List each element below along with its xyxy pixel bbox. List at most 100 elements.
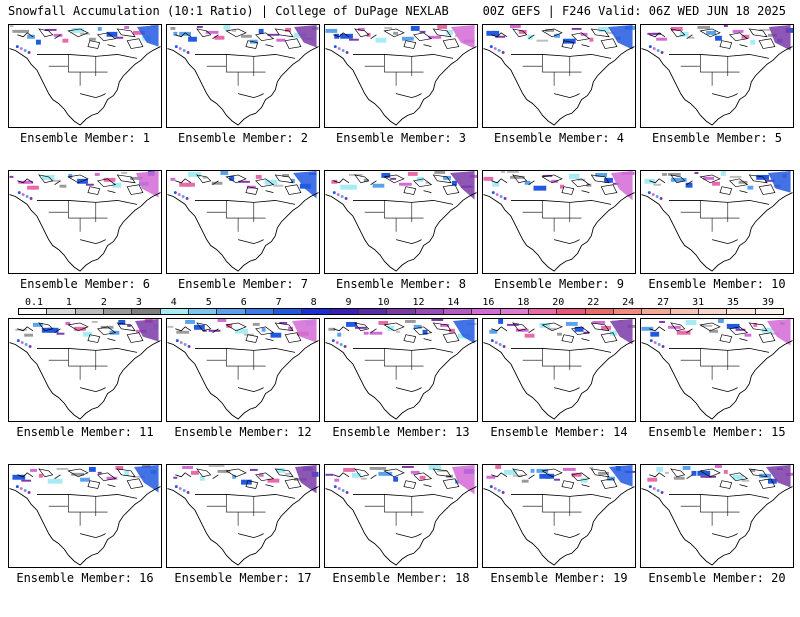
coastline <box>333 472 432 487</box>
snow-cell <box>360 477 367 480</box>
snow-cell <box>502 344 506 348</box>
map-frame <box>482 24 636 128</box>
member-label: Ensemble Member: 15 <box>648 425 786 439</box>
snow-cell <box>17 191 21 195</box>
island-outline <box>571 472 591 482</box>
snow-cell <box>697 25 711 29</box>
member-label: Ensemble Member: 13 <box>332 425 470 439</box>
snow-cell <box>33 185 39 190</box>
snow-cell <box>337 487 341 491</box>
colorbar-swatch <box>443 309 473 314</box>
snow-cell <box>694 171 699 174</box>
country-border <box>352 54 454 59</box>
snow-cell <box>449 328 455 333</box>
island-outline <box>97 472 117 482</box>
coastline <box>554 93 580 98</box>
island-outline <box>442 38 460 49</box>
snow-cell <box>369 331 383 335</box>
snow-cell <box>188 171 197 177</box>
island-outline <box>38 28 54 38</box>
island-outline <box>67 28 89 38</box>
island-outline <box>38 322 54 332</box>
snow-cell <box>518 29 527 34</box>
snow-cell <box>174 485 178 489</box>
ensemble-panel: Ensemble Member: 15 <box>640 318 798 471</box>
coastline <box>712 239 738 244</box>
snow-cell <box>238 180 250 183</box>
snow-cell <box>173 476 178 479</box>
colorbar-tick-label: 5 <box>205 297 212 308</box>
country-border <box>510 200 612 205</box>
snow-cell <box>345 50 349 54</box>
snow-cell <box>65 321 71 325</box>
island-outline <box>403 186 417 195</box>
snow-cell <box>676 330 687 335</box>
snow-cell <box>501 50 505 54</box>
snowfall-map <box>641 465 793 566</box>
snow-cell <box>29 196 33 200</box>
snow-cell <box>9 175 14 178</box>
snow-cell <box>670 177 683 182</box>
snow-cell <box>501 35 506 38</box>
colorbar-tick-label: 10 <box>377 297 390 308</box>
snow-cell <box>741 479 750 482</box>
snow-cell <box>715 465 722 468</box>
colorbar-swatch <box>273 309 303 314</box>
snow-cell <box>720 171 726 176</box>
snow-cell <box>539 473 551 479</box>
colorbar-swatch <box>132 309 161 314</box>
snow-cell <box>653 341 657 345</box>
coastline <box>175 472 274 487</box>
snow-cell <box>62 467 69 470</box>
member-label: Ensemble Member: 18 <box>332 571 470 585</box>
island-outline <box>225 468 247 478</box>
snow-cell <box>499 195 503 198</box>
island-outline <box>354 468 370 478</box>
snowfall-map <box>9 171 161 272</box>
snowfall-map <box>483 319 635 420</box>
coastline <box>491 32 590 47</box>
snow-cell <box>41 174 55 180</box>
snow-cell <box>264 179 278 185</box>
snow-cell <box>363 178 369 182</box>
country-border <box>510 494 612 499</box>
snow-cell <box>652 47 656 51</box>
island-outline <box>512 468 528 478</box>
coastline <box>9 486 161 566</box>
snow-cell <box>539 322 551 328</box>
island-outline <box>758 332 776 343</box>
colorbar-swatch <box>103 309 133 314</box>
colorbar-swatch <box>75 309 104 314</box>
snow-cell <box>660 50 664 54</box>
snow-cell <box>74 326 86 331</box>
coastline <box>238 533 264 538</box>
island-outline <box>354 174 370 184</box>
ensemble-panel: Ensemble Member: 13 <box>324 318 482 471</box>
snow-cell <box>214 35 225 40</box>
snow-cell <box>607 31 615 34</box>
snow-cell <box>650 331 660 337</box>
snow-cell <box>486 475 496 479</box>
island-outline <box>274 468 294 478</box>
coastline <box>554 533 580 538</box>
snow-cell <box>336 193 340 197</box>
coastline <box>396 387 422 392</box>
island-outline <box>719 480 733 489</box>
snow-cell <box>115 465 124 470</box>
snow-cell <box>106 476 118 480</box>
snowfall-map <box>325 465 477 566</box>
ensemble-panel: Ensemble Member: 9 <box>482 170 640 323</box>
island-outline <box>413 326 433 336</box>
snow-cell <box>94 172 100 176</box>
snow-cell <box>533 185 547 191</box>
snow-cell <box>340 184 353 190</box>
snow-cell <box>41 327 55 333</box>
snow-cell <box>612 182 619 185</box>
snow-cell <box>425 181 430 184</box>
snow-cell <box>723 469 728 474</box>
snowfall-map <box>325 25 477 126</box>
snow-cell <box>495 193 499 197</box>
island-outline <box>403 480 417 489</box>
snow-cell <box>124 470 130 476</box>
colorbar-swatch <box>727 309 756 314</box>
